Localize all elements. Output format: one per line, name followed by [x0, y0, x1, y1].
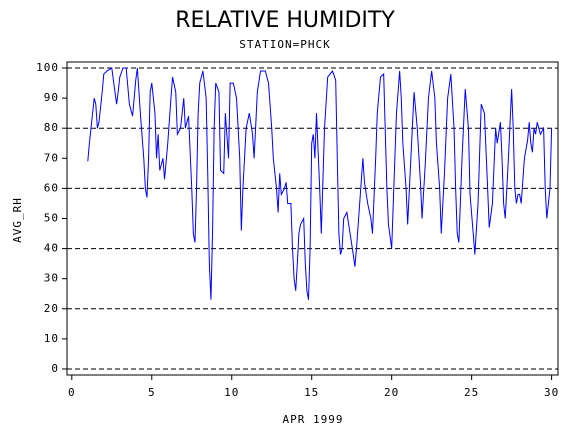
x-tick-label: 5 — [148, 386, 156, 399]
x-tick-label: 10 — [224, 386, 239, 399]
x-axis-label: APR 1999 — [283, 413, 344, 426]
y-tick-label: 70 — [44, 151, 59, 164]
y-axis-label: AVG_RH — [11, 197, 24, 243]
x-tick-label: 30 — [544, 386, 559, 399]
y-tick-label: 40 — [44, 242, 59, 255]
y-tick-label: 10 — [44, 332, 59, 345]
y-tick-label: 30 — [44, 272, 59, 285]
y-tick-label: 90 — [44, 91, 59, 104]
y-tick-label: 20 — [44, 302, 59, 315]
y-tick-label: 60 — [44, 181, 59, 194]
data-line — [87, 67, 553, 300]
x-tick-label: 20 — [384, 386, 399, 399]
y-tick-label: 80 — [44, 121, 59, 134]
y-tick-label: 100 — [36, 61, 59, 74]
chart-subtitle: STATION=PHCK — [239, 38, 330, 51]
y-tick-label: 0 — [51, 362, 59, 375]
chart-title: RELATIVE HUMIDITY — [175, 8, 395, 33]
plot-frame — [66, 61, 559, 376]
x-tick-label: 0 — [68, 386, 76, 399]
x-tick-label: 25 — [464, 386, 479, 399]
y-tick-label: 50 — [44, 212, 59, 225]
x-tick-label: 15 — [304, 386, 319, 399]
